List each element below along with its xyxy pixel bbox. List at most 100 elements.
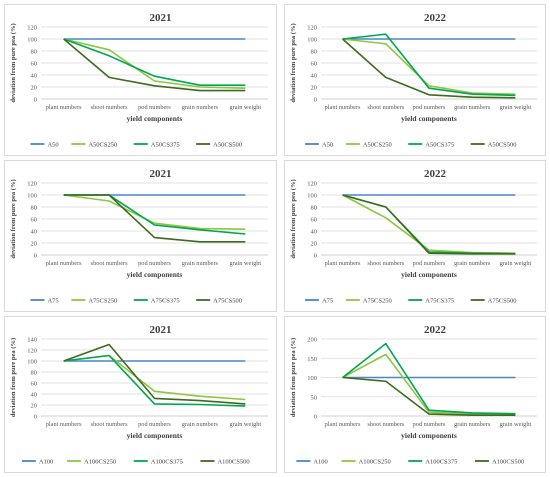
y-axis-title: deviation from pure pea (%) <box>290 338 297 417</box>
y-tick-label: 40 <box>31 73 38 80</box>
series-line-A75CS250 <box>342 194 516 254</box>
y-tick-label: 0 <box>34 414 37 421</box>
chart-panel-6: 2022 0 50 100 150 200 plant numbers shoot numbe… <box>284 316 546 473</box>
series-line-A100CS250 <box>342 353 516 416</box>
x-tick-label: grain numbers <box>454 104 491 111</box>
y-tick-label: 60 <box>31 61 38 68</box>
y-axis-title: deviation from pure pea (%) <box>290 179 297 258</box>
x-tick-label: grain weight <box>500 260 532 267</box>
y-tick-label: 100 <box>307 375 317 382</box>
y-tick-label: 140 <box>27 337 37 344</box>
legend-label: A50 <box>47 142 58 149</box>
chart-title: 2021 <box>150 324 172 336</box>
y-axis-title: deviation from pure pea (%) <box>10 23 17 102</box>
chart-6: 2022 0 50 100 150 200 plant numbers shoot numbe… <box>290 324 537 466</box>
y-tick-label: 40 <box>311 229 318 236</box>
y-axis-title: deviation from pure pea (%) <box>10 338 17 417</box>
x-tick-label: grain weight <box>229 260 261 267</box>
x-tick-label: plant numbers <box>46 260 82 267</box>
legend-label: A50CS375 <box>151 142 180 149</box>
x-tick-label: grain numbers <box>182 104 219 111</box>
series-line-A75CS250 <box>63 194 246 230</box>
x-tick-label: grain weight <box>500 421 532 428</box>
y-tick-label: 40 <box>311 73 318 80</box>
x-tick-label: pod numbers <box>138 421 171 428</box>
chart-panel-4: 2022 0 20 40 60 80 100 120 plant numbers shoot nu… <box>284 160 546 312</box>
x-axis-title: yield components <box>127 270 183 279</box>
x-tick-label: grain numbers <box>454 421 491 428</box>
legend-label: A50CS250 <box>88 142 117 149</box>
legend-label: A100CS250 <box>84 459 116 466</box>
y-tick-label: 20 <box>31 403 38 410</box>
series-line-A50CS250 <box>63 38 246 89</box>
legend-label: A75 <box>322 298 333 305</box>
y-tick-label: 200 <box>307 337 317 344</box>
chart-title: 2021 <box>150 12 172 24</box>
legend-label: A100CS375 <box>151 459 183 466</box>
y-axis-title: deviation from pure pea (%) <box>10 179 17 258</box>
x-tick-label: shoot numbers <box>91 104 128 111</box>
y-tick-label: 0 <box>34 253 37 260</box>
y-tick-label: 60 <box>31 381 38 388</box>
x-tick-label: pod numbers <box>413 104 446 111</box>
series-line-A100CS500 <box>63 343 246 405</box>
chart-5: 2021 0 20 40 60 80 100 120 140 plant numbers shoot… <box>10 324 268 466</box>
y-axis-title: deviation from pure pea (%) <box>290 23 297 102</box>
x-axis-title: yield components <box>127 431 183 440</box>
chart-panel-2: 2022 0 20 40 60 80 100 120 plant numbers shoot nu… <box>284 4 546 156</box>
y-tick-label: 0 <box>314 253 317 260</box>
y-tick-label: 80 <box>31 205 38 212</box>
x-axis-title: yield components <box>401 270 457 279</box>
y-tick-label: 120 <box>27 348 37 355</box>
x-tick-label: grain numbers <box>454 260 491 267</box>
x-tick-label: plant numbers <box>46 104 82 111</box>
legend-label: A75CS500 <box>488 298 517 305</box>
y-tick-label: 120 <box>307 181 317 188</box>
legend-label: A50CS375 <box>425 142 454 149</box>
chart-1: 2021 0 20 40 60 80 100 120 plant numbers shoot nu… <box>10 12 268 149</box>
chart-2: 2022 0 20 40 60 80 100 120 plant numbers shoot nu… <box>290 12 537 149</box>
y-tick-label: 0 <box>34 97 37 104</box>
series-line-A75CS375 <box>342 194 516 255</box>
y-tick-label: 50 <box>311 394 318 401</box>
chart-panel-5: 2021 0 20 40 60 80 100 120 140 plant numbers shoot… <box>4 316 277 473</box>
x-tick-label: grain weight <box>500 104 532 111</box>
y-tick-label: 40 <box>31 229 38 236</box>
y-tick-label: 100 <box>27 37 37 44</box>
legend-label: A75CS375 <box>151 298 180 305</box>
series-line-A50CS500 <box>63 38 246 92</box>
legend-label: A50CS250 <box>363 142 392 149</box>
x-tick-label: grain numbers <box>182 421 219 428</box>
series-line-A50CS500 <box>342 38 516 99</box>
y-tick-label: 60 <box>311 61 318 68</box>
y-tick-label: 80 <box>31 49 38 56</box>
legend-label: A100CS250 <box>359 459 391 466</box>
x-axis-title: yield components <box>127 114 183 123</box>
legend-label: A100CS500 <box>217 459 249 466</box>
x-tick-label: plant numbers <box>325 104 361 111</box>
y-tick-label: 100 <box>307 37 317 44</box>
x-tick-label: plant numbers <box>325 421 361 428</box>
x-tick-label: pod numbers <box>138 104 171 111</box>
x-tick-label: shoot numbers <box>367 260 404 267</box>
y-tick-label: 150 <box>307 356 317 363</box>
y-tick-label: 20 <box>31 85 38 92</box>
x-tick-label: grain weight <box>229 421 261 428</box>
x-tick-label: plant numbers <box>46 421 82 428</box>
chart-title: 2022 <box>424 12 447 24</box>
series-line-A50CS250 <box>342 38 516 95</box>
y-tick-label: 80 <box>311 49 318 56</box>
series-line-A100CS375 <box>63 354 246 407</box>
y-tick-label: 0 <box>314 97 317 104</box>
chart-3: 2021 0 20 40 60 80 100 120 plant numbers shoot nu… <box>10 168 268 305</box>
legend-label: A75 <box>47 298 58 305</box>
y-tick-label: 40 <box>31 392 38 399</box>
chart-panel-1: 2021 0 20 40 60 80 100 120 plant numbers shoot nu… <box>4 4 277 156</box>
y-tick-label: 20 <box>311 85 318 92</box>
chart-4: 2022 0 20 40 60 80 100 120 plant numbers shoot nu… <box>290 168 537 305</box>
y-tick-label: 100 <box>27 359 37 366</box>
y-tick-label: 100 <box>27 193 37 200</box>
x-tick-label: shoot numbers <box>91 260 128 267</box>
chart-title: 2022 <box>424 324 447 336</box>
y-tick-label: 120 <box>27 181 37 188</box>
